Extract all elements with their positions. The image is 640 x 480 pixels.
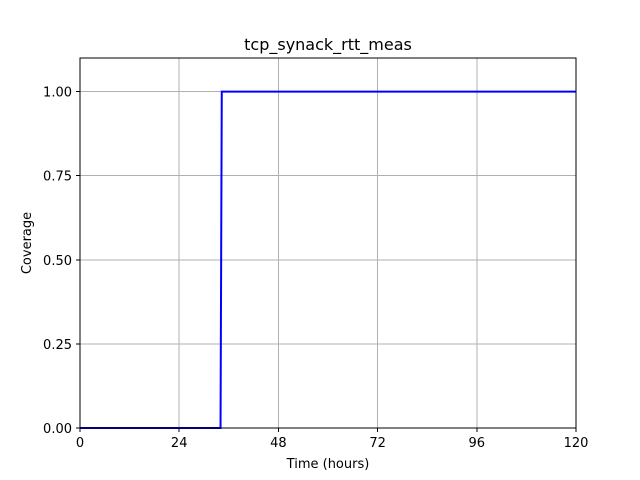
y-tick-label: 0.25: [43, 338, 72, 353]
x-tick-label: 72: [369, 436, 386, 451]
y-tick-label: 0.00: [43, 422, 72, 437]
x-tick-label: 24: [171, 436, 188, 451]
x-tick-label: 0: [76, 436, 84, 451]
y-axis: 0.00 0.25 0.50 0.75 1.00: [43, 86, 80, 437]
y-tick-label: 0.75: [43, 170, 72, 185]
chart-title: tcp_synack_rtt_meas: [244, 35, 412, 55]
y-axis-label: Coverage: [20, 212, 35, 274]
x-tick-label: 96: [469, 436, 486, 451]
plot-frame: [79, 57, 577, 429]
y-tick-label: 0.50: [43, 254, 72, 269]
x-axis-label: Time (hours): [286, 457, 370, 472]
x-axis: 0 24 48 72 96 120: [76, 428, 589, 451]
x-tick-label: 48: [270, 436, 287, 451]
x-tick-label: 120: [564, 436, 589, 451]
y-tick-label: 1.00: [43, 86, 72, 101]
